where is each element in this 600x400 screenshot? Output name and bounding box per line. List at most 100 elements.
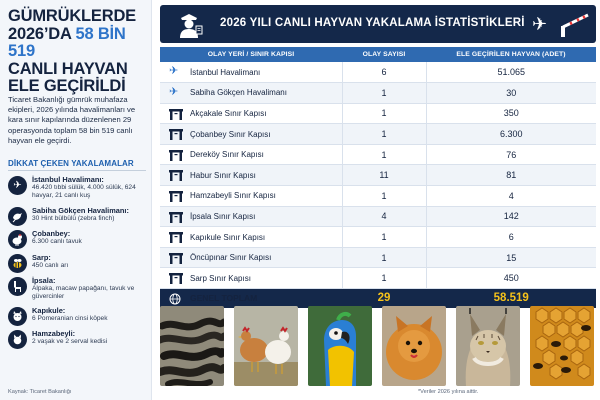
place-cell: Kapıkule Sınır Kapısı xyxy=(160,226,342,248)
banner-title: 2026 YILI CANLI HAYVAN YAKALAMA İSTATİST… xyxy=(220,17,525,29)
plane-icon: ✈ xyxy=(169,65,179,77)
count-cell: 1 xyxy=(341,144,427,166)
headline-line-3: CANLI HAYVAN xyxy=(8,59,128,78)
plane-icon: ✈ xyxy=(8,176,27,195)
place-name: İstanbul Havalimanı xyxy=(190,67,261,77)
headline-line-2: 2026’DA 58 BİN 519 xyxy=(8,24,150,61)
seizure-item: Sarp: 450 canlı arı xyxy=(8,253,150,283)
table-row: Dereköy Sınır Kapısı 1 76 xyxy=(160,144,596,166)
table-row: Öncüpınar Sınır Kapısı 1 15 xyxy=(160,247,596,269)
count-cell: 6 xyxy=(341,62,427,84)
left-panel: GÜMRÜKLERDE 2026’DA 58 BİN 519 CANLI HAY… xyxy=(0,0,152,400)
border-gate-icon xyxy=(169,211,183,223)
place-name: Akçakale Sınır Kapısı xyxy=(190,108,267,118)
place-cell: Akçakale Sınır Kapısı xyxy=(160,103,342,125)
place-name: Kapıkule Sınır Kapısı xyxy=(190,232,266,242)
intro-text: Ticaret Bakanlığı gümrük muhafaza ekiple… xyxy=(8,95,136,145)
animals-cell: 6 xyxy=(426,226,596,248)
bee-icon xyxy=(8,254,27,273)
plane-icon: ✈ xyxy=(532,14,548,34)
column-header: OLAY YERİ / SINIR KAPISI xyxy=(160,47,342,62)
animals-cell: 142 xyxy=(426,206,596,228)
seizure-name: Sarp: xyxy=(32,253,51,262)
plane-icon: ✈ xyxy=(169,86,179,99)
count-cell: 1 xyxy=(341,103,427,125)
cat-icon xyxy=(8,330,27,349)
table-row: İpsala Sınır Kapısı 4 142 xyxy=(160,206,596,228)
seizure-desc: 450 canlı arı xyxy=(32,262,69,269)
table-row: Hamzabeyli Sınır Kapısı 1 4 xyxy=(160,185,596,207)
right-panel: 2026 YILI CANLI HAYVAN YAKALAMA İSTATİST… xyxy=(156,0,600,400)
seizure-item: ✈ İstanbul Havalimanı: 46.420 tıbbi sülü… xyxy=(8,175,150,205)
place-cell: Öncüpınar Sınır Kapısı xyxy=(160,247,342,269)
seizure-item: İpsala: Alpaka, macaw papağanı, tavuk ve… xyxy=(8,276,150,306)
seizure-desc: 30 Hint bülbülü (zebra finch) xyxy=(32,215,115,222)
count-cell: 1 xyxy=(341,123,427,145)
table-header-row: OLAY YERİ / SINIR KAPISI OLAY SAYISI ELE… xyxy=(160,47,596,62)
seizure-desc: 2 vaşak ve 2 serval kedisi xyxy=(32,338,108,345)
count-cell: 1 xyxy=(341,247,427,269)
border-gate-icon xyxy=(169,232,183,244)
total-animals: 58.519 xyxy=(426,288,596,308)
place-name: Öncüpınar Sınır Kapısı xyxy=(190,253,272,263)
seizure-item: Sabiha Gökçen Havalimanı: 30 Hint bülbül… xyxy=(8,206,150,236)
count-cell: 4 xyxy=(341,206,427,228)
border-gate-icon xyxy=(169,252,183,264)
table-row: Çobanbey Sınır Kapısı 1 6.300 xyxy=(160,123,596,145)
place-cell: İpsala Sınır Kapısı xyxy=(160,206,342,228)
leeches-photo xyxy=(160,306,224,386)
seizure-name: Çobanbey: xyxy=(32,229,71,238)
macaw-photo xyxy=(308,306,372,386)
count-cell: 1 xyxy=(341,226,427,248)
place-name: Çobanbey Sınır Kapısı xyxy=(190,129,271,139)
seizure-desc: 6 Pomeranian cinsi köpek xyxy=(32,315,108,322)
animals-cell: 350 xyxy=(426,103,596,125)
chicken-icon xyxy=(8,230,27,249)
seizures-title: DİKKAT ÇEKEN YAKALAMALAR xyxy=(8,159,134,168)
seizure-item: Kapıkule: 6 Pomeranian cinsi köpek xyxy=(8,306,150,336)
place-cell: Dereköy Sınır Kapısı xyxy=(160,144,342,166)
animals-cell: 51.065 xyxy=(426,62,596,84)
place-cell: ✈ İstanbul Havalimanı xyxy=(160,62,342,84)
table-row: ✈ İstanbul Havalimanı 6 51.065 xyxy=(160,62,596,84)
bird-icon xyxy=(8,207,27,226)
place-cell: Çobanbey Sınır Kapısı xyxy=(160,123,342,145)
statistics-table: OLAY YERİ / SINIR KAPISI OLAY SAYISI ELE… xyxy=(160,47,596,308)
lynx-photo xyxy=(456,306,520,386)
seizure-item: Çobanbey: 6.300 canlı tavuk xyxy=(8,229,150,259)
place-name: Dereköy Sınır Kapısı xyxy=(190,150,264,160)
seizure-name: Sabiha Gökçen Havalimanı: xyxy=(32,206,129,215)
globe-icon xyxy=(169,293,181,305)
seizure-name: İpsala: xyxy=(32,276,56,285)
column-header: OLAY SAYISI xyxy=(342,47,426,62)
place-name: Sabiha Gökçen Havalimanı xyxy=(190,88,287,98)
seizure-name: Kapıkule: xyxy=(32,306,66,315)
total-label: GENEL TOPLAM xyxy=(190,293,258,304)
animals-cell: 30 xyxy=(426,82,596,104)
seizure-desc: 46.420 tıbbi sülük, 4.000 sülük, 624 hav… xyxy=(32,184,136,200)
dog-icon xyxy=(8,307,27,326)
barrier-gate-icon xyxy=(558,12,590,38)
border-gate-icon xyxy=(169,108,183,120)
photo-strip xyxy=(160,306,596,386)
border-gate-icon xyxy=(169,129,183,141)
seizure-desc: Alpaka, macaw papağanı, tavuk ve güverci… xyxy=(32,285,135,301)
seizure-item: Hamzabeyli: 2 vaşak ve 2 serval kedisi xyxy=(8,329,150,359)
table-row: Kapıkule Sınır Kapısı 1 6 xyxy=(160,226,596,248)
source-text: Kaynak: Ticaret Bakanlığı xyxy=(8,389,72,395)
headline-highlight: 58 BİN 519 xyxy=(8,24,126,60)
count-cell: 1 xyxy=(341,185,427,207)
chickens-photo xyxy=(234,306,298,386)
place-name: İpsala Sınır Kapısı xyxy=(190,211,256,221)
seizure-name: Hamzabeyli: xyxy=(32,329,76,338)
customs-officer-icon xyxy=(174,9,204,39)
place-name: Habur Sınır Kapısı xyxy=(190,170,256,180)
headline: GÜMRÜKLERDE 2026’DA 58 BİN 519 CANLI HAY… xyxy=(8,7,150,96)
count-cell: 1 xyxy=(341,267,427,290)
headline-year: 2026’DA xyxy=(8,24,76,43)
alpaca-icon xyxy=(8,277,27,296)
border-gate-icon xyxy=(169,273,183,285)
total-count: 29 xyxy=(341,288,427,308)
headline-line-4: ELE GEÇİRİLDİ xyxy=(8,77,126,95)
place-name: Hamzabeyli Sınır Kapısı xyxy=(190,191,276,201)
